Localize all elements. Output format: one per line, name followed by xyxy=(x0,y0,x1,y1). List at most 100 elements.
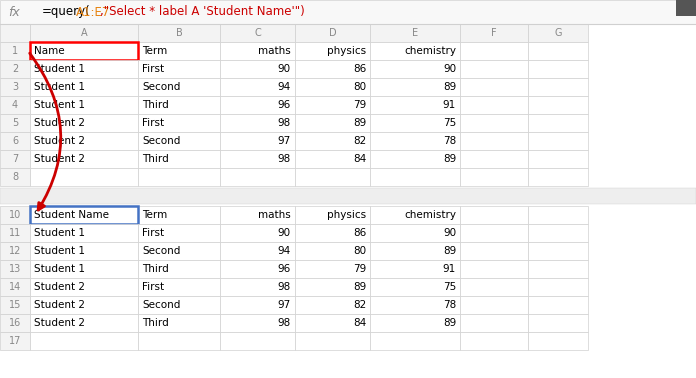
Text: 91: 91 xyxy=(443,100,456,110)
Text: 78: 78 xyxy=(443,300,456,310)
Bar xyxy=(138,332,220,350)
Bar xyxy=(528,332,588,350)
Bar xyxy=(295,168,370,186)
Bar xyxy=(295,150,370,168)
Bar xyxy=(528,314,588,332)
Text: 75: 75 xyxy=(443,282,456,292)
Text: physics: physics xyxy=(327,210,366,220)
Bar xyxy=(370,206,460,224)
Bar xyxy=(30,132,138,150)
Text: 96: 96 xyxy=(278,264,291,274)
Bar xyxy=(370,242,460,260)
Bar xyxy=(295,314,370,332)
Bar xyxy=(528,96,588,114)
Bar xyxy=(138,224,220,242)
Bar xyxy=(370,260,460,278)
Text: 96: 96 xyxy=(278,100,291,110)
Text: First: First xyxy=(142,64,164,74)
Text: Second: Second xyxy=(142,136,180,146)
Text: 90: 90 xyxy=(278,64,291,74)
Bar xyxy=(528,206,588,224)
Bar xyxy=(295,332,370,350)
Bar xyxy=(370,150,460,168)
Text: Student 2: Student 2 xyxy=(34,118,85,128)
Bar xyxy=(138,260,220,278)
Bar xyxy=(0,78,30,96)
Bar xyxy=(0,0,696,24)
Text: =query(: =query( xyxy=(42,6,90,19)
Bar xyxy=(138,60,220,78)
Bar xyxy=(220,296,295,314)
Bar xyxy=(30,42,138,60)
Bar xyxy=(220,24,295,42)
Text: Student 1: Student 1 xyxy=(34,264,85,274)
Text: G: G xyxy=(554,28,562,38)
Bar xyxy=(138,78,220,96)
Text: C: C xyxy=(254,28,261,38)
Text: 78: 78 xyxy=(443,136,456,146)
Text: 98: 98 xyxy=(278,154,291,164)
Bar xyxy=(528,78,588,96)
Text: Student 1: Student 1 xyxy=(34,100,85,110)
Bar xyxy=(30,24,138,42)
Bar xyxy=(295,260,370,278)
Text: 89: 89 xyxy=(443,82,456,92)
Text: 1: 1 xyxy=(12,46,18,56)
Text: 90: 90 xyxy=(443,228,456,238)
Bar xyxy=(0,206,30,224)
Text: First: First xyxy=(142,118,164,128)
Text: 7: 7 xyxy=(12,154,18,164)
Text: 79: 79 xyxy=(353,100,366,110)
Text: 13: 13 xyxy=(9,264,21,274)
Bar xyxy=(138,206,220,224)
Bar xyxy=(220,150,295,168)
Bar xyxy=(528,150,588,168)
Bar xyxy=(30,260,138,278)
Bar xyxy=(460,78,528,96)
Text: Student 2: Student 2 xyxy=(34,282,85,292)
Bar xyxy=(30,78,138,96)
Bar xyxy=(30,314,138,332)
Text: Student 1: Student 1 xyxy=(34,246,85,256)
Text: A1:E7: A1:E7 xyxy=(76,6,111,19)
Bar xyxy=(0,332,30,350)
Bar xyxy=(30,42,138,60)
Bar xyxy=(220,332,295,350)
Text: 89: 89 xyxy=(353,282,366,292)
Bar xyxy=(30,150,138,168)
Bar xyxy=(0,168,30,186)
Bar xyxy=(220,260,295,278)
Bar xyxy=(295,206,370,224)
Bar xyxy=(370,96,460,114)
Bar xyxy=(138,278,220,296)
Bar xyxy=(528,60,588,78)
Text: 84: 84 xyxy=(353,154,366,164)
Bar xyxy=(295,42,370,60)
Bar xyxy=(528,260,588,278)
Text: 89: 89 xyxy=(443,318,456,328)
Text: 15: 15 xyxy=(9,300,21,310)
Bar xyxy=(528,114,588,132)
Bar xyxy=(138,296,220,314)
Bar xyxy=(0,150,30,168)
Bar xyxy=(30,332,138,350)
Bar xyxy=(528,242,588,260)
Bar xyxy=(460,24,528,42)
Text: 5: 5 xyxy=(12,118,18,128)
Bar xyxy=(370,224,460,242)
Text: E: E xyxy=(412,28,418,38)
Bar xyxy=(460,96,528,114)
Text: Third: Third xyxy=(142,100,168,110)
Bar xyxy=(220,96,295,114)
Text: Student 1: Student 1 xyxy=(34,64,85,74)
Text: 75: 75 xyxy=(443,118,456,128)
Bar xyxy=(370,278,460,296)
Bar xyxy=(220,114,295,132)
Bar xyxy=(30,224,138,242)
Bar xyxy=(460,314,528,332)
Text: Student Name: Student Name xyxy=(34,210,109,220)
Text: ,"Select * label A 'Student Name'"): ,"Select * label A 'Student Name'") xyxy=(100,6,305,19)
Bar xyxy=(220,278,295,296)
Text: 79: 79 xyxy=(353,264,366,274)
Text: 82: 82 xyxy=(353,136,366,146)
